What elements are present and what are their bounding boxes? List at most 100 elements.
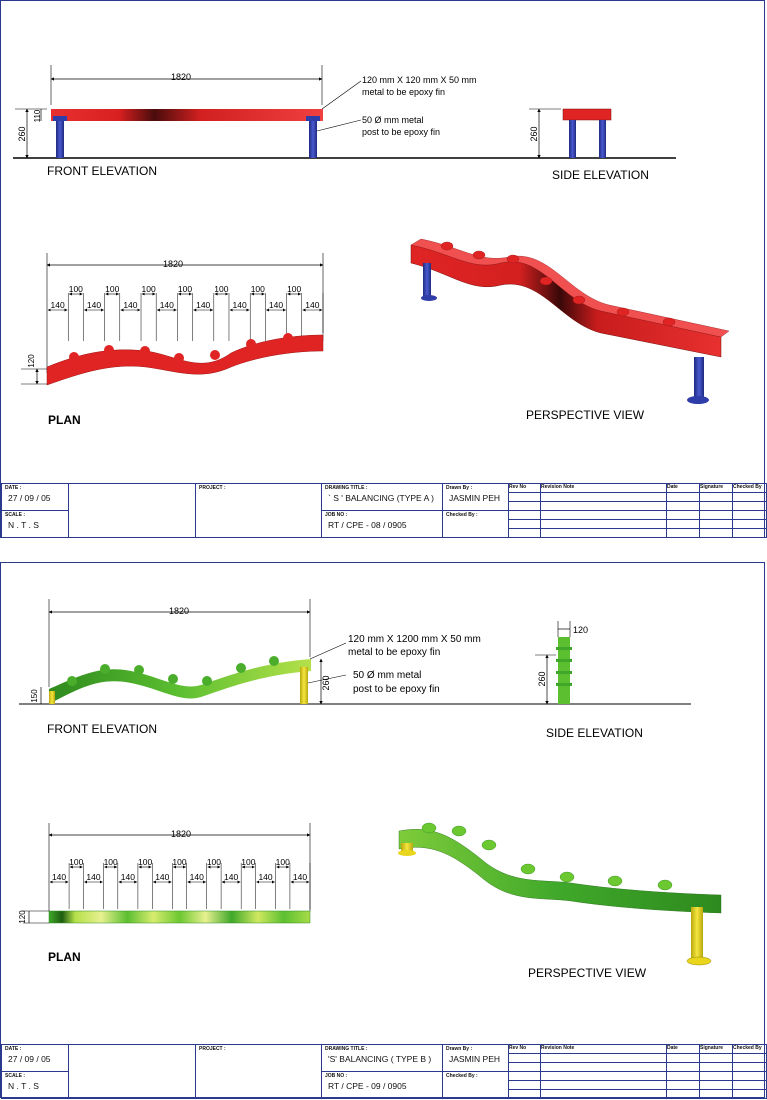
perspective-bump <box>440 241 454 251</box>
perspective-view-a: PERSPECTIVE VIEW <box>410 238 730 422</box>
perspective-beam <box>398 829 722 914</box>
plan-spacing-label: 140 <box>269 300 283 310</box>
plan-beam <box>46 334 324 386</box>
front-elevation-title: FRONT ELEVATION <box>47 164 157 178</box>
rev-no-header: Rev No <box>509 1045 540 1054</box>
plan-spacing-label: 100 <box>142 284 156 294</box>
plan-spacing-label: 140 <box>293 872 307 882</box>
perspective-bump <box>481 839 497 851</box>
plan-spacing-label: 140 <box>51 300 65 310</box>
side-dim-height-label: 260 <box>529 126 539 141</box>
plan-dim-overall-label: 1820 <box>163 259 183 269</box>
plan-bump <box>283 333 293 343</box>
beam-front <box>49 659 311 704</box>
scale-cell: SCALE : N . T . S <box>1 510 69 538</box>
plan-spacing-label: 100 <box>178 284 192 294</box>
front-elevation-title: FRONT ELEVATION <box>47 722 157 736</box>
perspective-post-right <box>694 357 704 399</box>
drawn-by-value: JASMIN PEH <box>449 1054 501 1065</box>
perspective-bumps <box>440 241 676 327</box>
beam-note-line1: 120 mm X 120 mm X 50 mm <box>362 75 477 85</box>
plan-bump <box>210 350 220 360</box>
dim-height-label: 260 <box>321 675 331 690</box>
plan-a: 1820 140 100 140 100 140 100 140 100 140 100 140 10… <box>21 253 324 427</box>
side-notch <box>556 671 572 674</box>
checked-by-label: Checked By : <box>446 1073 478 1079</box>
perspective-post-left <box>423 263 431 297</box>
side-notch <box>556 659 572 662</box>
signature-col: Signature <box>699 1044 733 1099</box>
project-cell: PROJECT : <box>195 483 322 538</box>
date-cell: DATE : 27 / 09 / 05 <box>1 483 69 511</box>
rev-no-header: Rev No <box>509 484 540 493</box>
plan-bumps <box>69 333 293 363</box>
post-cap-right <box>306 116 320 121</box>
drawn-by-value: JASMIN PEH <box>449 493 501 504</box>
checked-col: Checked By <box>732 483 767 538</box>
date-label: DATE : <box>5 1046 22 1052</box>
plan-spacing-label: 100 <box>138 857 152 867</box>
perspective-base-left <box>421 295 437 301</box>
side-dim-width-label: 120 <box>573 625 588 635</box>
perspective-bump <box>539 276 553 286</box>
drawn-by-label: Drawn By : <box>446 485 473 491</box>
plan-bump <box>69 352 79 362</box>
beam-note-line2: metal to be epoxy fin <box>362 87 445 97</box>
plan-title: PLAN <box>48 413 81 427</box>
perspective-view-b: PERSPECTIVE VIEW <box>398 822 722 980</box>
plan-spacing-label: 100 <box>214 284 228 294</box>
post-cap-left <box>53 116 67 121</box>
date-col: Date <box>666 1044 700 1099</box>
plan-dim-overall-label: 1820 <box>171 829 191 839</box>
plan-spacing-label: 100 <box>207 857 221 867</box>
signature-header: Signature <box>700 484 732 493</box>
front-bump <box>100 664 110 674</box>
perspective-beam-top <box>410 238 730 338</box>
plan-spacing-label: 140 <box>86 872 100 882</box>
plan-spacing-label: 140 <box>121 872 135 882</box>
perspective-bump <box>559 871 575 883</box>
plan-spacing-label: 100 <box>105 284 119 294</box>
plan-bump <box>246 339 256 349</box>
perspective-bump <box>607 875 623 887</box>
date-value: 27 / 09 / 05 <box>8 1054 51 1065</box>
perspective-base-right <box>686 956 712 966</box>
beam-note-line1: 120 mm X 1200 mm X 50 mm <box>348 634 481 645</box>
rev-no-col: Rev No <box>508 1044 541 1099</box>
side-beam <box>562 108 612 121</box>
beam-note-leader <box>309 642 347 660</box>
perspective-title: PERSPECTIVE VIEW <box>526 408 645 422</box>
signature-header: Signature <box>700 1045 732 1054</box>
date-label: DATE : <box>5 485 22 491</box>
plan-spacing-label: 140 <box>258 872 272 882</box>
checked-by-cell: Checked By : <box>442 1071 509 1099</box>
dim-height-label: 260 <box>17 126 27 141</box>
scale-value: N . T . S <box>8 520 39 531</box>
dim-overall-length-label: 1820 <box>171 72 191 82</box>
revision-note-col: Revision Note <box>540 1044 667 1099</box>
date-col-header: Date <box>667 1045 699 1054</box>
date-value: 27 / 09 / 05 <box>8 493 51 504</box>
drawing-title-label: DRAWING TITLE : <box>325 485 368 491</box>
side-elevation-title: SIDE ELEVATION <box>552 168 649 182</box>
job-no-value: RT / CPE - 09 / 0905 <box>328 1081 407 1092</box>
plan-spacing-label: 100 <box>172 857 186 867</box>
post-right <box>309 121 317 158</box>
perspective-post-left <box>401 843 413 853</box>
checked-col-header: Checked By <box>733 484 766 493</box>
perspective-post-right <box>691 907 703 959</box>
scale-label: SCALE : <box>5 512 25 518</box>
perspective-bump <box>472 250 486 260</box>
plan-spacing-label: 140 <box>155 872 169 882</box>
drawn-by-cell: Drawn By : JASMIN PEH <box>442 483 509 511</box>
revision-note-header: Revision Note <box>541 484 666 493</box>
side-notch <box>556 647 572 650</box>
plan-bump <box>140 346 150 356</box>
side-post-right <box>599 120 606 158</box>
job-no-cell: JOB NO : RT / CPE - 09 / 0905 <box>321 1071 443 1099</box>
perspective-beam <box>410 244 722 358</box>
scale-value: N . T . S <box>8 1081 39 1092</box>
title-block-b: DATE : 27 / 09 / 05 PROJECT : DRAWING TIT… <box>1 1044 767 1099</box>
job-no-value: RT / CPE - 08 / 0905 <box>328 520 407 531</box>
revision-note-header: Revision Note <box>541 1045 666 1054</box>
